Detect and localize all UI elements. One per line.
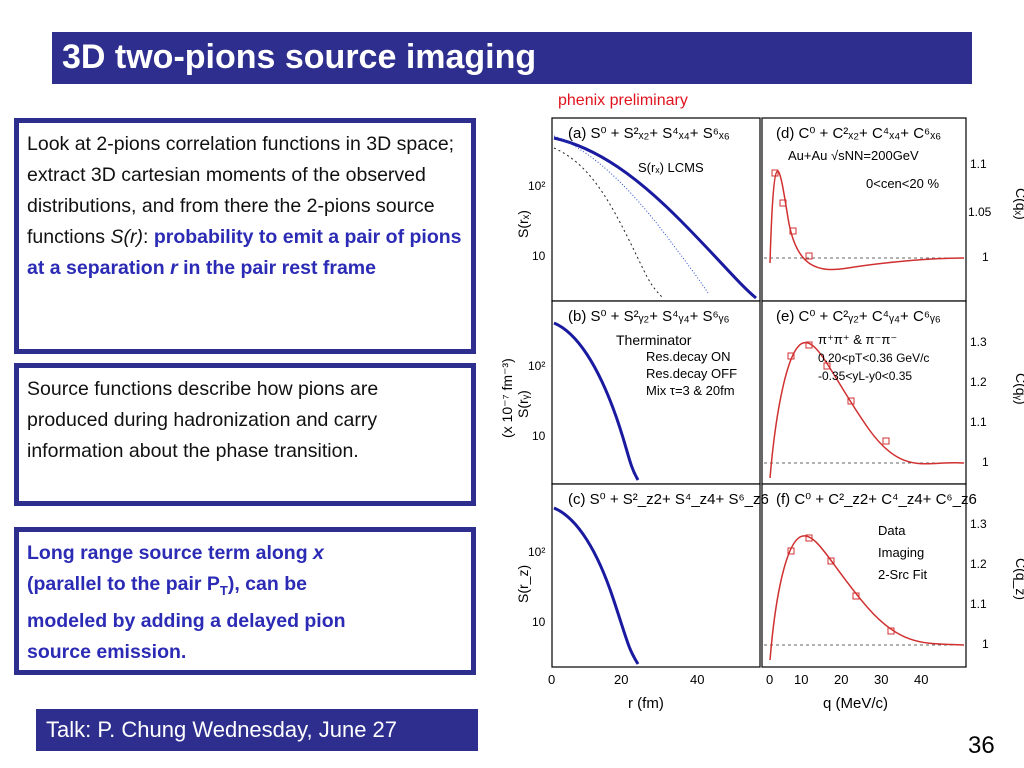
box3-line1-text: Long range source term along [27, 542, 314, 564]
box-source-functions: Source functions describe how pions are … [14, 363, 476, 506]
e-y-tick-4: 1 [982, 455, 989, 469]
b-y-tick-100: 10² [528, 359, 545, 373]
box1-r: r [170, 257, 178, 279]
ylabel-b: S(rᵧ) [515, 390, 531, 418]
label-auau: Au+Au √sNN=200GeV [788, 148, 919, 163]
label-centrality: 0<cen<20 % [866, 176, 939, 191]
label-res-off: Res.decay OFF [646, 366, 737, 381]
label-mix: Mix τ=3 & 20fm [646, 383, 735, 398]
ylabel-c: S(r_z) [515, 565, 531, 603]
ylabel-f: C(q_z) [1013, 558, 1024, 600]
e-y-tick-1: 1.3 [970, 335, 987, 349]
label-therminator: Therminator [616, 332, 692, 348]
panel-b-fit-curve [553, 321, 640, 481]
left-x-label: r (fm) [628, 695, 664, 712]
panel-e-title: (e) C⁰ + C²ᵧ₂+ C⁴ᵧ₄+ C⁶ᵧ₆ [776, 308, 941, 325]
box3-line1: Long range source term along x [27, 538, 463, 569]
label-pions: π⁺π⁺ & π⁻π⁻ [818, 332, 897, 347]
box1-text: Look at 2-pions correlation functions in… [27, 133, 455, 248]
left-x-tick-20: 20 [614, 672, 628, 687]
a-y-tick-100: 10² [528, 179, 545, 193]
legend-data: Data [878, 523, 906, 538]
panel-c-frame [551, 483, 761, 668]
d-y-tick-3: 1 [982, 250, 989, 264]
right-x-tick-40: 40 [914, 672, 928, 687]
right-x-tick-0: 0 [766, 672, 773, 687]
talk-label: Talk: P. Chung Wednesday, June 27 [36, 709, 478, 751]
d-y-tick-2: 1.05 [968, 205, 992, 219]
box1-sr: S(r) [110, 226, 143, 248]
right-x-label: q (MeV/c) [823, 695, 888, 712]
left-x-tick-0: 0 [548, 672, 555, 687]
box-long-range-term: Long range source term along x (parallel… [14, 527, 476, 675]
left-x-tick-40: 40 [690, 672, 704, 687]
panel-e-imaging-curve [769, 341, 965, 479]
label-res-on: Res.decay ON [646, 349, 731, 364]
panel-f-frame [761, 483, 967, 668]
f-y-tick-2: 1.2 [970, 557, 987, 571]
panel-e-markers [787, 341, 890, 445]
panel-f-imaging-curve [769, 535, 965, 661]
slide-title: 3D two-pions source imaging [62, 38, 537, 76]
f-y-tick-3: 1.1 [970, 597, 987, 611]
box3-line2: (parallel to the pair PT), can be [27, 569, 463, 606]
box3-line3: modeled by adding a delayed pion [27, 609, 346, 632]
ylabel-e: C(qᵧ) [1013, 373, 1024, 405]
c-y-tick-10: 10 [532, 615, 546, 629]
panel-a-frame [551, 117, 761, 302]
f-y-tick-1: 1.3 [970, 517, 987, 531]
panel-b-title: (b) S⁰ + S²ᵧ₂+ S⁴ᵧ₄+ S⁶ᵧ₆ [568, 308, 730, 325]
page-number: 36 [968, 732, 995, 759]
figure-panels: (a) S⁰ + S²ₓ₂+ S⁴ₓ₄+ S⁶ₓ₆ (b) S⁰ + S²ᵧ₂+… [499, 117, 1024, 712]
label-lcms: S(rₓ) LCMS [638, 160, 704, 175]
f-y-tick-4: 1 [982, 637, 989, 651]
box3-line2a: (parallel to the pair P [27, 573, 220, 595]
legend-fit: 2-Src Fit [878, 567, 928, 582]
c-y-tick-100: 10² [528, 545, 545, 559]
panel-e-frame [761, 300, 967, 485]
box3-sub: T [219, 582, 228, 598]
panel-a-fit-curve [553, 136, 757, 300]
right-x-tick-10: 10 [794, 672, 808, 687]
box2-text: Source functions describe how pions are … [27, 378, 379, 462]
panel-a-therminator-curve [553, 147, 664, 299]
label-pt-cut: 0.20<pT<0.36 GeV/c [818, 351, 929, 365]
panel-d-title: (d) C⁰ + C²ₓ₂+ C⁴ₓ₄+ C⁶ₓ₆ [776, 125, 941, 142]
box3-x: x [313, 542, 324, 564]
panel-c-fit-curve [553, 506, 640, 665]
b-y-tick-10: 10 [532, 429, 546, 443]
panel-d-imaging-curve [769, 170, 965, 271]
box-correlation-functions: Look at 2-pions correlation functions in… [14, 118, 476, 354]
panel-d-markers [771, 169, 813, 260]
panel-d-frame [761, 117, 967, 302]
d-y-tick-1: 1.1 [970, 157, 987, 171]
panel-a-title: (a) S⁰ + S²ₓ₂+ S⁴ₓ₄+ S⁶ₓ₆ [568, 125, 730, 142]
right-x-tick-30: 30 [874, 672, 888, 687]
a-y-tick-10: 10 [532, 249, 546, 263]
box3-line2b: ), can be [227, 573, 307, 595]
e-y-tick-2: 1.2 [970, 375, 987, 389]
preliminary-label: phenix preliminary [558, 92, 688, 109]
ylabel-d: C(qₓ) [1013, 188, 1024, 220]
panel-c-title: (c) S⁰ + S²_z2+ S⁴_z4+ S⁶_z6 [568, 491, 769, 508]
title-bar: 3D two-pions source imaging [52, 32, 972, 84]
panel-f-markers [787, 534, 895, 635]
box1-bold-end: in the pair rest frame [177, 257, 376, 279]
ylabel-a: S(rₓ) [515, 210, 531, 238]
box3-line4: source emission. [27, 640, 187, 663]
right-x-tick-20: 20 [834, 672, 848, 687]
panel-b-frame [551, 300, 761, 485]
panel-f-title: (f) C⁰ + C²_z2+ C⁴_z4+ C⁶_z6 [776, 491, 977, 508]
box1-colon: : [142, 226, 154, 248]
legend-imaging: Imaging [878, 545, 924, 560]
label-y-cut: -0.35<yL-y0<0.35 [818, 369, 912, 383]
e-y-tick-3: 1.1 [970, 415, 987, 429]
box1-bold: probability to emit a pair of pions at a… [27, 226, 462, 279]
left-common-ylabel: (x 10⁻⁷ fm⁻³) [499, 358, 515, 438]
